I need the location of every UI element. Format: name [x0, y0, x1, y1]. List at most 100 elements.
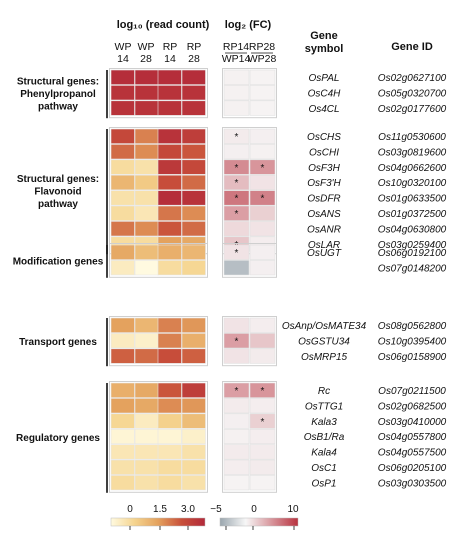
read-count-cell	[134, 348, 159, 364]
fold-change-cell	[223, 428, 250, 445]
fold-change-cell	[223, 128, 250, 144]
gene-id: Os02g0177600	[378, 104, 447, 115]
col-header-rp14-bottom: 14	[164, 53, 176, 65]
gene-id: Os06g0205100	[378, 463, 447, 474]
gene-id: Os01g0372500	[378, 209, 447, 220]
gene-symbol-header-line2: symbol	[305, 43, 344, 55]
read-count-cell	[181, 413, 206, 429]
gene-id: Os03g0259400	[378, 240, 447, 251]
fold-change-cell	[223, 317, 250, 333]
group-label: Regulatory genes	[16, 433, 100, 444]
read-count-cell	[134, 382, 159, 398]
fold-change-cell	[249, 317, 276, 333]
gene-id: Os04g0557500	[378, 448, 447, 459]
col-header-wp28-top: WP	[138, 41, 155, 53]
read-count-cell	[157, 475, 182, 491]
read-panel-frame	[109, 243, 208, 278]
gene-symbol: OsPAL	[309, 73, 340, 84]
read-count-cell	[157, 174, 182, 191]
read-count-cell	[181, 459, 206, 475]
fold-change-cell	[249, 159, 276, 175]
gene-symbol: OsC4H	[308, 88, 342, 99]
fold-change-cell	[223, 244, 250, 260]
gene-symbol: OsCHS	[307, 132, 341, 143]
gene-symbol: OsUGT	[307, 248, 342, 259]
gene-symbol: OsF3H	[308, 163, 340, 174]
gene-id: Os05g0320700	[378, 88, 447, 99]
gene-symbol: OsAnp/OsMATE34	[282, 321, 367, 332]
read-count-cell	[181, 398, 206, 414]
read-count-cell	[134, 413, 159, 429]
group-label: Flavonoid	[34, 187, 81, 198]
fold-change-cell	[249, 382, 276, 398]
read-count-cell	[134, 205, 159, 221]
fold-change-cell	[249, 459, 276, 475]
col-header-rp14-top: RP	[163, 41, 178, 53]
read-count-cell	[157, 444, 182, 460]
read-count-cell	[157, 190, 182, 206]
read-count-cell	[181, 221, 206, 237]
fold-change-cell	[249, 100, 276, 116]
read-tick-label-1: 1.5	[153, 504, 167, 515]
fold-change-cell	[223, 444, 250, 460]
col-header-fc2-bottom: WP28	[248, 53, 277, 65]
group-label: Structural genes:	[17, 174, 99, 185]
gene-id: Os06g0192100	[378, 248, 447, 259]
read-count-cell	[181, 244, 206, 260]
read-count-cell	[181, 159, 206, 175]
read-count-cell	[181, 190, 206, 206]
group-label: pathway	[38, 199, 78, 210]
read-count-cell	[157, 221, 182, 237]
fold-change-cell	[249, 69, 276, 85]
read-count-cell	[134, 100, 159, 116]
read-count-cell	[157, 413, 182, 429]
read-count-cell	[181, 382, 206, 398]
gene-symbol-header: Gene symbol	[305, 30, 344, 55]
gene-symbol: OsMRP15	[301, 352, 348, 363]
gene-id: Os03g0819600	[378, 147, 447, 158]
read-count-cell	[134, 428, 159, 445]
read-count-cell	[134, 333, 159, 349]
fold-change-cell	[249, 174, 276, 191]
group-label: Transport genes	[19, 337, 97, 348]
fold-change-cell	[249, 190, 276, 206]
fold-change-cell	[249, 444, 276, 460]
fold-change-cell	[249, 128, 276, 144]
gene-symbol: OsTTG1	[305, 401, 343, 412]
read-count-cell	[110, 85, 135, 101]
fold-change-title: log₂ (FC)	[225, 19, 272, 31]
read-count-cell	[181, 428, 206, 445]
group-label: Phenylpropanol	[20, 89, 96, 100]
significance-mark: *	[235, 178, 239, 189]
group-label: Modification genes	[13, 256, 104, 267]
fold-change-cell	[223, 333, 250, 349]
gene-id: Os11g0530600	[378, 132, 446, 143]
fold-change-cell	[223, 85, 250, 101]
read-count-cell	[181, 475, 206, 491]
gene-symbol: OsGSTU34	[298, 336, 350, 347]
col-header-wp14-top: WP	[115, 41, 132, 53]
read-count-cell	[134, 128, 159, 144]
gene-symbol-header-line1: Gene	[310, 30, 338, 42]
fold-change-cell	[249, 475, 276, 491]
col-header-fc1-bottom: WP14	[222, 53, 251, 65]
significance-mark: *	[261, 417, 265, 428]
read-tick-label-0: 0	[127, 504, 133, 515]
gene-symbol: OsF3'H	[307, 178, 341, 189]
read-count-cell	[181, 444, 206, 460]
read-count-cell	[157, 348, 182, 364]
fold-change-cell	[223, 398, 250, 414]
fc-panel-frame	[222, 127, 277, 255]
read-count-cell	[157, 260, 182, 276]
read-count-cell	[157, 382, 182, 398]
gene-id: Os10g0395400	[378, 336, 447, 347]
read-count-cell	[134, 85, 159, 101]
read-count-cell	[157, 459, 182, 475]
read-count-cell	[110, 333, 135, 349]
read-count-cell	[110, 459, 135, 475]
gene-id: Os02g0627100	[378, 73, 447, 84]
significance-mark: *	[261, 163, 265, 174]
read-count-cell	[181, 100, 206, 116]
fold-change-cell	[249, 205, 276, 221]
